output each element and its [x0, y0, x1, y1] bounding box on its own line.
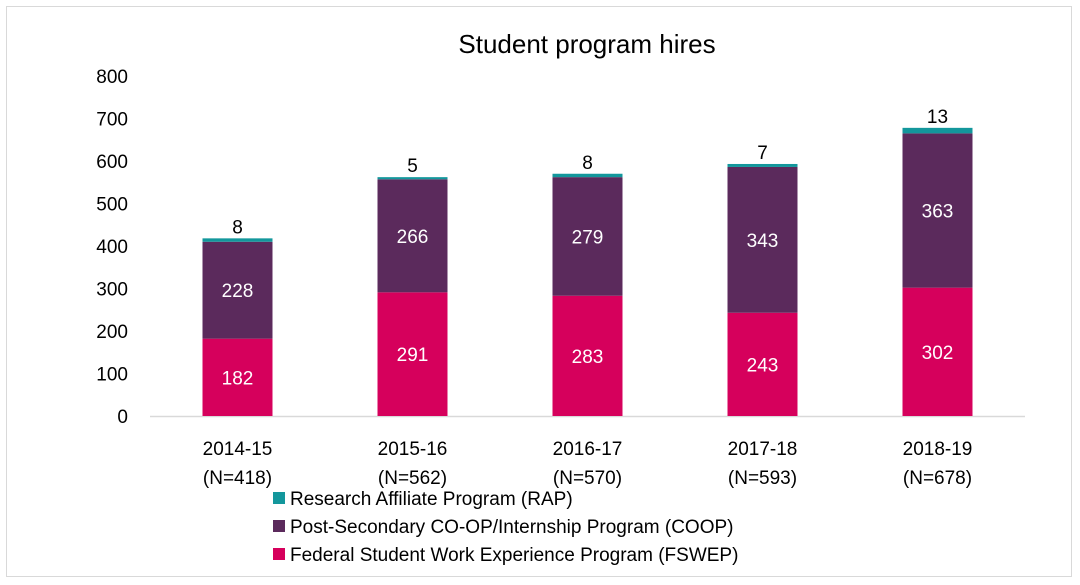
x-tick-label: (N=593)	[728, 468, 797, 489]
bar-segment	[552, 295, 623, 416]
data-label: 243	[747, 355, 779, 376]
bar-segment	[552, 173, 623, 178]
bar-segment	[377, 292, 448, 416]
bar-segment	[902, 133, 973, 288]
bar-segment	[727, 166, 798, 313]
x-tick-label: (N=570)	[553, 468, 622, 489]
chart-frame	[6, 6, 1072, 577]
y-tick-label: 200	[96, 322, 128, 343]
data-label: 8	[582, 153, 593, 174]
x-tick-label: 2017-18	[728, 439, 798, 460]
y-tick-label: 100	[96, 365, 128, 386]
bars: 182 228 8 291 266 5 283 279 8 243 343 7 302 363 13	[202, 107, 973, 416]
y-tick-label: 600	[96, 152, 128, 173]
y-tick-label: 300	[96, 280, 128, 301]
x-axis-labels: 2014-15 (N=418) 2015-16 (N=562) 2016-17 (N=57…	[203, 439, 973, 489]
data-label: 291	[397, 345, 429, 366]
y-tick-label: 400	[96, 237, 128, 258]
legend-label: Research Affiliate Program (RAP)	[290, 489, 573, 510]
bar-segment	[902, 287, 973, 416]
data-label: 13	[927, 107, 948, 128]
data-label: 7	[757, 143, 768, 164]
data-label: 363	[922, 202, 954, 223]
bar-segment	[202, 338, 273, 416]
x-tick-label: (N=418)	[203, 468, 272, 489]
data-label: 182	[222, 368, 254, 389]
legend-swatch	[273, 492, 285, 504]
y-axis: 0 100 200 300 400 500 600 700 800	[96, 67, 128, 428]
bar-segment	[552, 177, 623, 296]
y-tick-label: 0	[117, 407, 128, 428]
bar-segment	[202, 238, 273, 242]
y-tick-label: 800	[96, 67, 128, 88]
chart-title: Student program hires	[458, 29, 715, 59]
x-tick-label: 2015-16	[378, 439, 448, 460]
x-tick-label: 2014-15	[203, 439, 273, 460]
bar-segment	[902, 127, 973, 134]
data-label: 266	[397, 227, 429, 248]
bar-segment	[202, 241, 273, 339]
legend-label: Federal Student Work Experience Program …	[290, 545, 738, 566]
legend: Research Affiliate Program (RAP) Post-Sec…	[273, 489, 738, 566]
data-label: 8	[232, 217, 243, 238]
data-label: 302	[922, 343, 954, 364]
data-label: 279	[572, 227, 604, 248]
data-label: 343	[747, 231, 779, 252]
bar-segment	[727, 163, 798, 167]
data-label: 228	[222, 281, 254, 302]
data-label: 5	[407, 156, 418, 177]
y-tick-label: 700	[96, 110, 128, 131]
legend-swatch	[273, 548, 285, 560]
x-tick-label: 2018-19	[903, 439, 973, 460]
y-tick-label: 500	[96, 195, 128, 216]
data-label: 283	[572, 347, 604, 368]
x-tick-label: (N=562)	[378, 468, 447, 489]
legend-label: Post-Secondary CO-OP/Internship Program …	[290, 517, 733, 538]
x-tick-label: 2016-17	[553, 439, 623, 460]
bar-segment	[727, 312, 798, 416]
bar-segment	[377, 179, 448, 293]
legend-swatch	[273, 520, 285, 532]
x-tick-label: (N=678)	[903, 468, 972, 489]
bar-segment	[377, 177, 448, 180]
